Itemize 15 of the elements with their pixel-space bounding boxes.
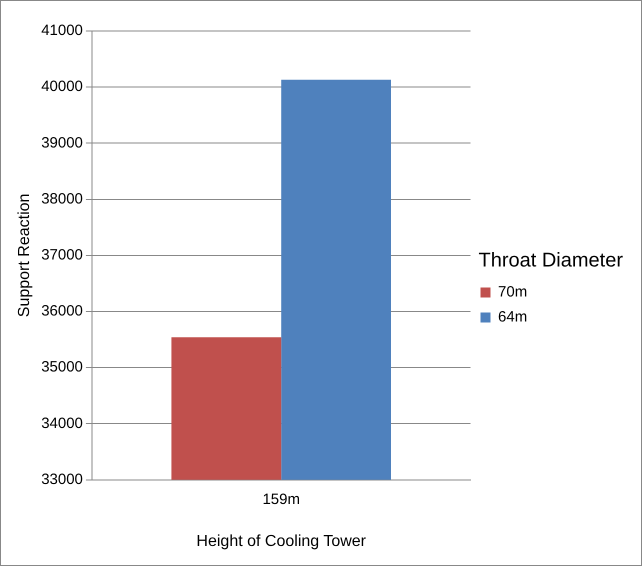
y-axis-title: Support Reaction: [16, 194, 34, 318]
y-tick-label: 39000: [41, 134, 83, 152]
y-tick-label: 37000: [41, 246, 83, 264]
y-tick-label: 34000: [41, 414, 83, 432]
legend-label: 64m: [498, 308, 528, 326]
x-axis-title: Height of Cooling Tower: [196, 532, 367, 550]
y-tick-label: 41000: [41, 22, 83, 40]
x-tick-label: 159m: [262, 490, 300, 508]
legend-title: Throat Diameter: [478, 250, 624, 272]
y-tick-label: 36000: [41, 302, 83, 320]
legend-label: 70m: [498, 284, 528, 301]
y-tick-label: 35000: [41, 358, 83, 376]
y-tick-label: 40000: [41, 78, 83, 96]
y-tick-label: 38000: [41, 190, 83, 208]
y-tick-label: 33000: [41, 470, 83, 488]
